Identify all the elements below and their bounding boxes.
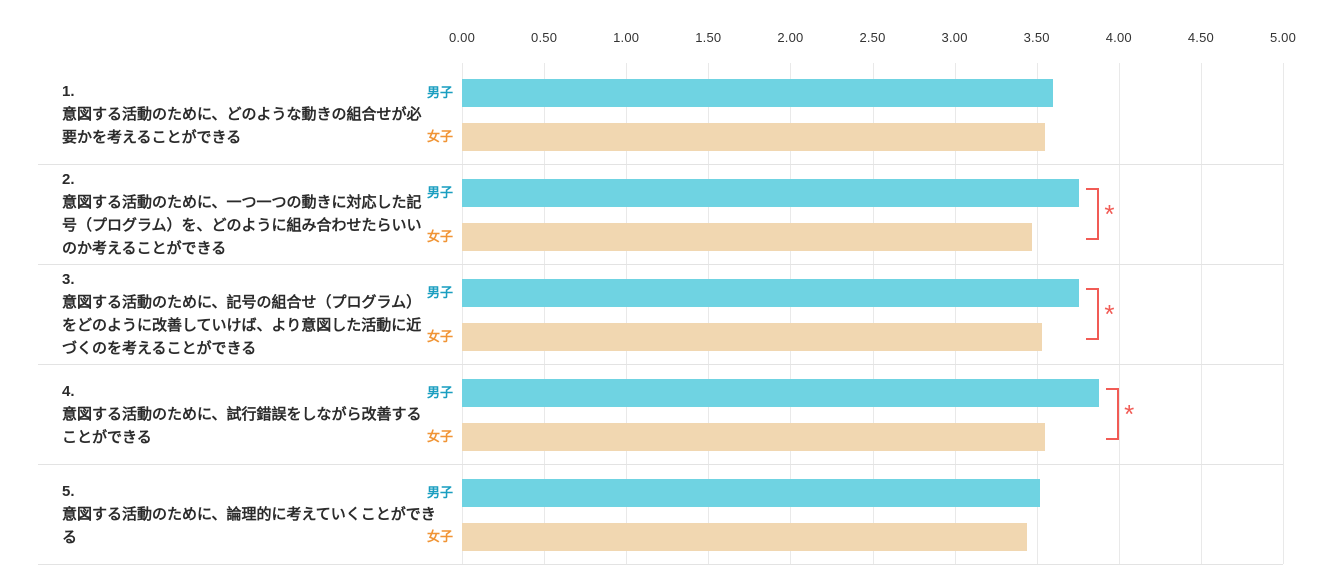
bar-male — [462, 279, 1080, 307]
x-axis-tick-label: 1.50 — [695, 30, 722, 45]
x-axis-tick-label: 0.00 — [448, 30, 476, 45]
question-text: 意図する活動のために、一つ一つの動きに対応した記号（プログラム）を、どのように組… — [62, 194, 422, 257]
gridline — [1200, 63, 1202, 564]
significance-bracket — [1086, 188, 1100, 240]
question-row: 5. 意図する活動のために、論理的に考えていくことができる 男子女子 — [38, 464, 1283, 565]
gridline — [626, 63, 628, 564]
question-row: 2. 意図する活動のために、一つ一つの動きに対応した記号（プログラム）を、どのよう… — [38, 164, 1283, 265]
series-label-male: 男子 — [426, 485, 453, 500]
gridline — [544, 63, 546, 564]
bar-female — [462, 223, 1032, 251]
question-label-block: 4. 意図する活動のために、試行錯誤をしながら改善することができる — [62, 364, 436, 464]
question-text: 意図する活動のために、論理的に考えていくことができる — [62, 505, 436, 546]
question-row: 4. 意図する活動のために、試行錯誤をしながら改善することができる 男子女子 * — [38, 364, 1283, 465]
bar-male — [462, 379, 1100, 407]
gridline — [1036, 63, 1038, 564]
question-number: 3. — [62, 271, 75, 288]
significance-bracket — [1086, 288, 1100, 340]
series-label-female: 女子 — [426, 229, 453, 244]
series-label-male: 男子 — [426, 285, 453, 300]
question-text: 意図する活動のために、どのような動きの組合せが必要かを考えることができる — [62, 105, 422, 146]
question-row: 3. 意図する活動のために、記号の組合せ（プログラム）をどのように改善していけば、… — [38, 264, 1283, 365]
significance-asterisk: * — [1124, 399, 1135, 429]
gridline — [1118, 63, 1120, 564]
x-axis-tick-label: 5.00 — [1269, 30, 1297, 45]
x-axis-tick-label: 2.50 — [859, 30, 886, 45]
question-number: 1. — [62, 82, 75, 100]
bar-male — [462, 79, 1054, 107]
bar-male — [462, 179, 1080, 207]
series-label-male: 男子 — [426, 385, 453, 400]
question-label-block: 3. 意図する活動のために、記号の組合せ（プログラム）をどのように改善していけば、… — [62, 264, 436, 364]
gridline — [872, 63, 874, 564]
series-label-female: 女子 — [426, 129, 453, 144]
series-label-male: 男子 — [426, 185, 453, 200]
series-label-female: 女子 — [426, 429, 453, 444]
significance-asterisk: * — [1104, 299, 1115, 329]
series-label-female: 女子 — [426, 529, 453, 544]
gridline — [708, 63, 710, 564]
bar-female — [462, 523, 1027, 551]
series-label-female: 女子 — [426, 329, 453, 344]
x-axis-tick-label: 0.50 — [531, 30, 558, 45]
series-label-male: 男子 — [426, 85, 453, 100]
bar-female — [462, 323, 1042, 351]
gridline — [462, 63, 463, 564]
question-row: 1. 意図する活動のために、どのような動きの組合せが必要かを考えることができる 男子… — [38, 64, 1283, 165]
bar-female — [462, 123, 1045, 151]
question-text: 意図する活動のために、試行錯誤をしながら改善することができる — [62, 405, 422, 446]
question-number: 5. — [62, 482, 75, 500]
gridline — [790, 63, 792, 564]
question-number: 2. — [62, 171, 75, 188]
question-label-block: 1. 意図する活動のために、どのような動きの組合せが必要かを考えることができる — [62, 64, 436, 164]
question-number: 4. — [62, 382, 75, 400]
question-text: 意図する活動のために、記号の組合せ（プログラム）をどのように改善していけば、より… — [62, 294, 422, 357]
x-axis-tick-label: 3.50 — [1023, 30, 1050, 45]
gridline — [1283, 63, 1284, 564]
x-axis-tick-label: 2.00 — [777, 30, 804, 45]
gridline — [954, 63, 956, 564]
x-axis-tick-label: 4.00 — [1105, 30, 1132, 45]
bar-female — [462, 423, 1045, 451]
x-axis-tick-label: 1.00 — [613, 30, 640, 45]
significance-bracket — [1106, 388, 1120, 440]
question-label-block: 5. 意図する活動のために、論理的に考えていくことができる — [62, 464, 436, 564]
x-axis-tick-label: 3.00 — [941, 30, 968, 45]
significance-asterisk: * — [1104, 199, 1115, 229]
bar-male — [462, 479, 1040, 507]
question-label-block: 2. 意図する活動のために、一つ一つの動きに対応した記号（プログラム）を、どのよう… — [62, 164, 436, 264]
x-axis-tick-label: 4.50 — [1187, 30, 1214, 45]
